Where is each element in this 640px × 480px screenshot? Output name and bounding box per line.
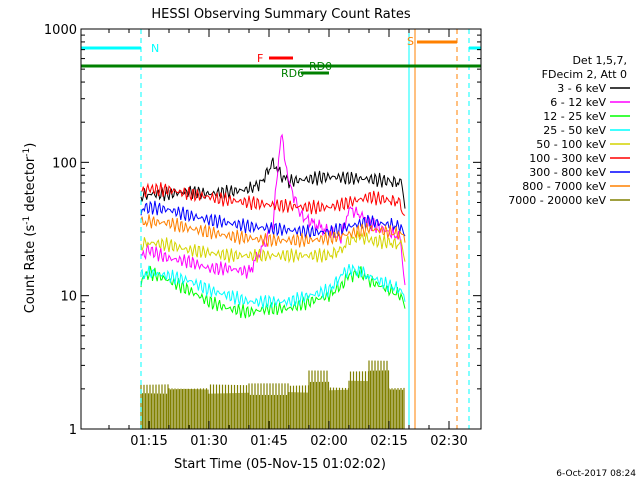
- legend-entry-label: 800 - 7000 keV: [522, 180, 606, 193]
- series-line: [140, 214, 406, 248]
- y-axis-label-part: ): [23, 143, 38, 148]
- legend-title-line: Det 1,5,7,: [572, 54, 627, 67]
- legend-entry-label: 300 - 800 keV: [529, 166, 606, 179]
- axis-ticks: 01:15 01:30 01:45 02:00 02:15 02:30 1 10 100 1000: [44, 23, 481, 449]
- y-axis-label-part: detector: [23, 156, 38, 216]
- annotation-layer: N S F RD0 RD6: [81, 29, 481, 429]
- legend-entry-label: 3 - 6 keV: [557, 82, 606, 95]
- series-line: [140, 157, 406, 209]
- series-line: [140, 230, 406, 264]
- x-tick-label: 01:45: [250, 434, 287, 449]
- chart-title: HESSI Observing Summary Count Rates: [151, 7, 410, 22]
- y-tick-label: 100: [52, 156, 77, 171]
- y-tick-label: 10: [60, 290, 77, 305]
- y-axis-label-sup: -1: [22, 148, 32, 157]
- svg-text:Count Rate (s-1 detector-1): Count Rate (s-1 detector-1): [22, 143, 38, 314]
- x-tick-label: 01:15: [130, 434, 167, 449]
- legend-entry-label: 12 - 25 keV: [543, 110, 606, 123]
- x-tick-label: 02:30: [430, 434, 467, 449]
- x-tick-label: 02:00: [310, 434, 347, 449]
- x-tick-label: 01:30: [190, 434, 227, 449]
- y-axis-label-part: Count Rate (s: [23, 225, 38, 314]
- legend-entry-label: 6 - 12 keV: [550, 96, 606, 109]
- x-tick-label: 02:15: [370, 434, 407, 449]
- y-axis-label-sup: -1: [22, 216, 32, 225]
- series-line: [140, 263, 406, 309]
- annotation-label: RD0: [309, 60, 332, 73]
- plot-frame: [80, 28, 482, 430]
- annotation-label: S: [407, 35, 414, 48]
- series-line: [140, 182, 406, 216]
- series-line: [140, 265, 406, 319]
- timestamp: 6-Oct-2017 08:24: [556, 469, 636, 479]
- series-line: [140, 200, 406, 239]
- series-line: [140, 133, 406, 286]
- legend-entry-label: 7000 - 20000 keV: [508, 194, 606, 207]
- annotation-label: F: [257, 52, 263, 65]
- legend-entry-label: 25 - 50 keV: [543, 124, 606, 137]
- plot-area: [140, 133, 406, 429]
- annotation-label: RD6: [281, 67, 304, 80]
- legend-entry-label: 50 - 100 keV: [536, 138, 606, 151]
- legend-title-line: FDecim 2, Att 0: [542, 68, 627, 81]
- y-tick-label: 1000: [44, 23, 77, 38]
- legend-entry-label: 100 - 300 keV: [529, 152, 606, 165]
- y-tick-label: 1: [69, 423, 77, 438]
- x-axis-label: Start Time (05-Nov-15 01:02:02): [174, 457, 386, 472]
- annotation-label: N: [151, 42, 159, 55]
- y-axis-label: Count Rate (s-1 detector-1): [22, 143, 38, 314]
